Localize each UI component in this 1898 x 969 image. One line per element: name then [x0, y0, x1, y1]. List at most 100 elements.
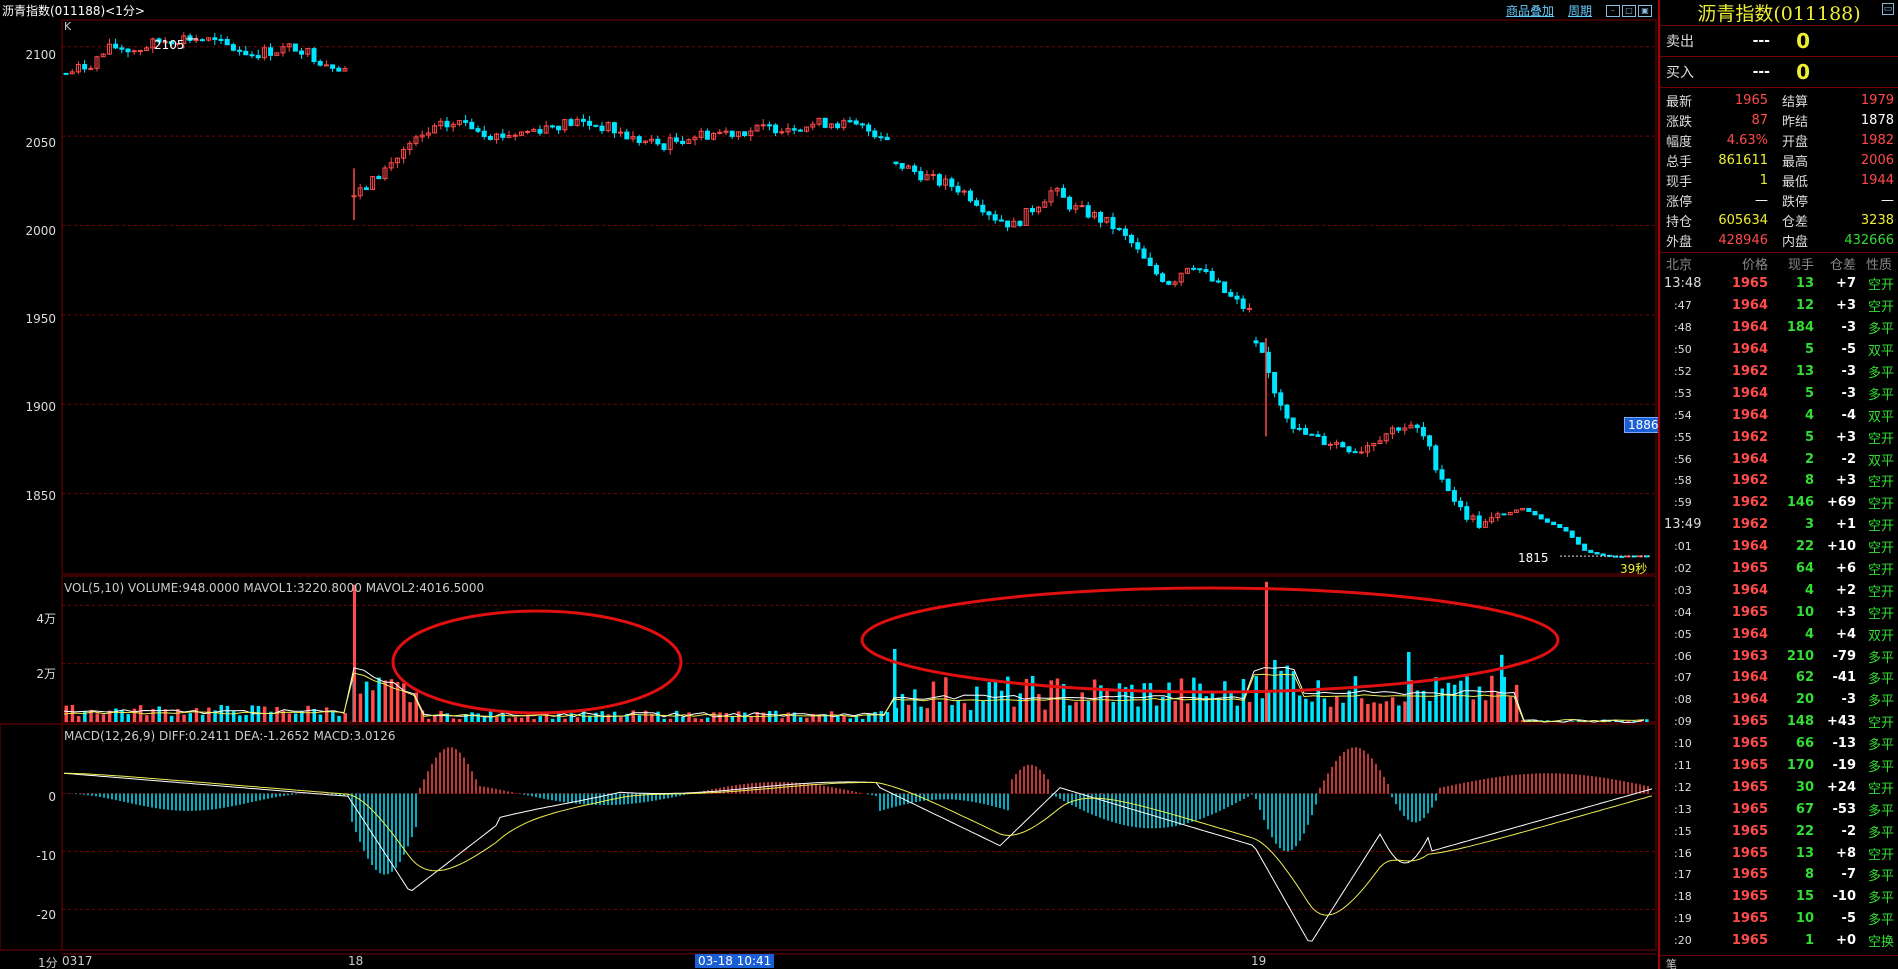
- tick-row[interactable]: :48 1964 184 -3 多平: [1660, 317, 1898, 339]
- tick-time: :50: [1674, 343, 1692, 357]
- candle-body: [1303, 427, 1309, 435]
- quote-label: 涨跌: [1666, 114, 1693, 130]
- tick-row[interactable]: :56 1964 2 -2 双平: [1660, 448, 1898, 470]
- tick-row[interactable]: :16 1965 13 +8 空开: [1660, 842, 1898, 864]
- candle-body: [1284, 404, 1290, 419]
- quote-row: 涨跌 87 昨结 1878: [1660, 110, 1898, 130]
- tick-nature: 双平: [1867, 453, 1894, 469]
- tick-row[interactable]: :12 1965 30 +24 空开: [1660, 776, 1898, 798]
- tick-row[interactable]: :15 1965 22 -2 多平: [1660, 820, 1898, 842]
- tick-nature: 空开: [1867, 300, 1894, 316]
- tick-row[interactable]: :06 1963 210 -79 多平: [1660, 645, 1898, 667]
- candle-body: [456, 120, 462, 125]
- candle-body: [323, 64, 329, 67]
- macd-panel-frame: [61, 723, 1657, 951]
- volume-bar: [1409, 679, 1413, 722]
- kline-chart-svg[interactable]: [0, 0, 1658, 969]
- candle-body: [992, 214, 998, 221]
- volume-bar: [1403, 701, 1407, 722]
- volume-bar: [281, 710, 285, 722]
- annotation-ellipse: [860, 586, 1560, 694]
- tick-row[interactable]: :05 1964 4 +4 双开: [1660, 623, 1898, 645]
- tick-time: :53: [1674, 386, 1692, 400]
- minimize-icon[interactable]: –: [1606, 4, 1620, 17]
- volume-bar: [1254, 676, 1258, 722]
- tick-row[interactable]: :08 1964 20 -3 多平: [1660, 689, 1898, 711]
- volume-bar: [575, 717, 580, 722]
- candle-body: [686, 139, 692, 144]
- tick-row[interactable]: :50 1964 5 -5 双平: [1660, 339, 1898, 361]
- tick-row[interactable]: :11 1965 170 -19 多平: [1660, 755, 1898, 777]
- volume-bar: [999, 690, 1004, 722]
- tick-row[interactable]: :17 1965 8 -7 多平: [1660, 864, 1898, 886]
- volume-bar: [1266, 690, 1271, 722]
- tick-row[interactable]: :55 1962 5 +3 空开: [1660, 426, 1898, 448]
- volume-bar: [324, 707, 329, 722]
- volume-bar: [761, 712, 766, 722]
- volume-bar: [1626, 721, 1630, 722]
- volume-bar: [1235, 705, 1239, 722]
- tick-row[interactable]: :02 1965 64 +6 空开: [1660, 558, 1898, 580]
- overlay-link[interactable]: 商品叠加: [1505, 4, 1554, 18]
- panel-footer: 笔: [1660, 955, 1898, 969]
- quote-value: 1982: [1860, 132, 1894, 148]
- volume-bar: [1304, 698, 1308, 722]
- quote-row: 总手 861611 最高 2006: [1660, 150, 1898, 170]
- tick-row[interactable]: :10 1965 66 -13 多平: [1660, 733, 1898, 755]
- tick-row[interactable]: :03 1964 4 +2 空开: [1660, 579, 1898, 601]
- volume-bar: [1136, 706, 1140, 722]
- maximize-icon[interactable]: ▣: [1638, 4, 1652, 17]
- tick-volume: 4: [1804, 626, 1814, 642]
- tick-row[interactable]: :18 1965 15 -10 多平: [1660, 886, 1898, 908]
- candle-body: [967, 190, 973, 202]
- candle-body: [261, 47, 267, 59]
- tick-oi-change: +6: [1836, 561, 1856, 577]
- volume-bar: [656, 711, 660, 722]
- tick-price: 1964: [1731, 626, 1768, 642]
- tick-nature: 多平: [1867, 366, 1894, 381]
- tick-row[interactable]: :54 1964 4 -4 双平: [1660, 404, 1898, 426]
- tick-row[interactable]: :07 1964 62 -41 多平: [1660, 667, 1898, 689]
- tick-row[interactable]: :19 1965 10 -5 多平: [1660, 908, 1898, 930]
- tick-price: 1962: [1731, 517, 1768, 533]
- candle-body: [1222, 281, 1228, 293]
- period-link[interactable]: 周期: [1567, 4, 1592, 18]
- tick-row[interactable]: :01 1964 22 +10 空开: [1660, 536, 1898, 558]
- tick-row[interactable]: :09 1965 148 +43 空开: [1660, 711, 1898, 733]
- volume-bar: [371, 690, 375, 722]
- tick-row[interactable]: :47 1964 12 +3 空开: [1660, 295, 1898, 317]
- tick-row[interactable]: :13 1965 67 -53 多平: [1660, 798, 1898, 820]
- quote-label: 结算: [1782, 94, 1809, 110]
- volume-bar: [1260, 698, 1265, 722]
- tick-row[interactable]: 13:49 1962 3 +1 空开: [1660, 514, 1898, 536]
- tick-row[interactable]: :52 1962 13 -3 多平: [1660, 361, 1898, 383]
- tick-row[interactable]: :20 1965 1 +0 空换: [1660, 930, 1898, 952]
- tick-row[interactable]: :59 1962 146 +69 空开: [1660, 492, 1898, 514]
- volume-bar: [780, 718, 784, 722]
- candle-body: [156, 38, 162, 43]
- footer-label[interactable]: 笔: [1666, 958, 1677, 969]
- volume-bar: [101, 714, 106, 722]
- candle-body: [1402, 427, 1408, 431]
- tick-row[interactable]: 13:48 1965 13 +7 空开: [1660, 273, 1898, 295]
- chart-area[interactable]: 沥青指数(011188)<1分> 商品叠加 周期 – □ ▣ K 2100 20…: [0, 0, 1663, 969]
- volume-bar: [1415, 690, 1420, 722]
- restore-icon[interactable]: □: [1622, 4, 1636, 17]
- tick-row[interactable]: :04 1965 10 +3 空开: [1660, 601, 1898, 623]
- candle-body: [1551, 521, 1557, 526]
- volume-bar: [1632, 720, 1637, 722]
- candle-body: [1439, 469, 1445, 480]
- volume-bar: [457, 719, 462, 722]
- volume-bar: [526, 714, 530, 722]
- volume-bar: [1496, 692, 1500, 722]
- candle-body: [1209, 270, 1215, 282]
- tick-row[interactable]: :58 1962 8 +3 空开: [1660, 470, 1898, 492]
- volume-bar: [433, 715, 437, 722]
- ticks-header-oi: 仓差: [1829, 257, 1856, 273]
- tick-oi-change: +10: [1827, 539, 1856, 555]
- tick-volume: 5: [1804, 385, 1814, 401]
- panel-toggle-icon[interactable]: ▭: [1882, 3, 1894, 15]
- volume-bar: [1173, 700, 1177, 722]
- tick-list[interactable]: 13:48 1965 13 +7 空开:47 1964 12 +3 空开:48 1964 184 -3…: [1660, 273, 1898, 952]
- tick-row[interactable]: :53 1964 5 -3 多平: [1660, 382, 1898, 404]
